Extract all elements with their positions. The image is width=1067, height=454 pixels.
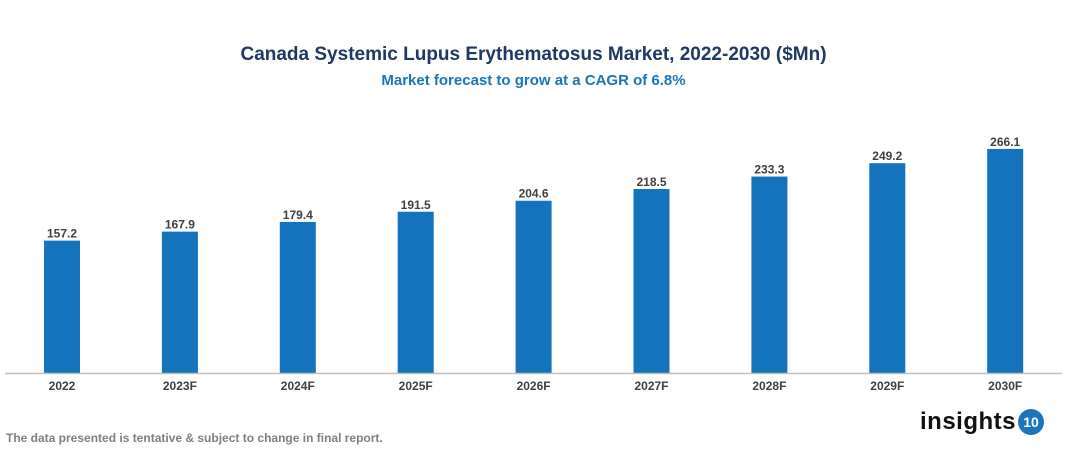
data-label: 218.5: [636, 175, 666, 189]
data-label: 249.2: [872, 149, 902, 163]
bar: [751, 176, 788, 373]
bar: [397, 211, 434, 373]
bar-chart: 157.2 2022 167.9 2023F 179.4 2024F 191.5 2025F 2…: [5, 135, 1062, 393]
chart-subtitle: Market forecast to grow at a CAGR of 6.8…: [381, 72, 686, 89]
x-tick-label: 2028F: [752, 379, 786, 393]
bar: [279, 221, 316, 373]
x-tick-label: 2022: [49, 379, 76, 393]
bar: [869, 163, 906, 373]
logo-text: insights: [920, 408, 1017, 435]
bar: [161, 231, 198, 373]
x-tick-label: 2030F: [988, 379, 1022, 393]
footnote: The data presented is tentative & subjec…: [6, 431, 383, 445]
bar: [44, 240, 80, 373]
chart-title: Canada Systemic Lupus Erythematosus Mark…: [240, 44, 827, 65]
data-label: 191.5: [401, 198, 431, 212]
data-label: 233.3: [754, 163, 784, 177]
data-label: 204.6: [519, 187, 549, 201]
x-tick-label: 2027F: [634, 379, 668, 393]
data-label: 157.2: [47, 227, 77, 241]
bar: [515, 200, 552, 373]
logo-badge: 10: [1018, 409, 1045, 435]
data-label: 266.1: [990, 135, 1020, 149]
data-label: 179.4: [283, 208, 313, 222]
x-tick-label: 2029F: [870, 379, 904, 393]
data-label: 167.9: [165, 218, 195, 232]
x-tick-label: 2023F: [163, 379, 197, 393]
x-tick-label: 2024F: [281, 379, 315, 393]
x-tick-label: 2025F: [399, 379, 433, 393]
insights10-logo: insights 10: [920, 408, 1045, 436]
bar: [633, 189, 670, 373]
bar: [987, 148, 1024, 373]
x-tick-label: 2026F: [517, 379, 551, 393]
